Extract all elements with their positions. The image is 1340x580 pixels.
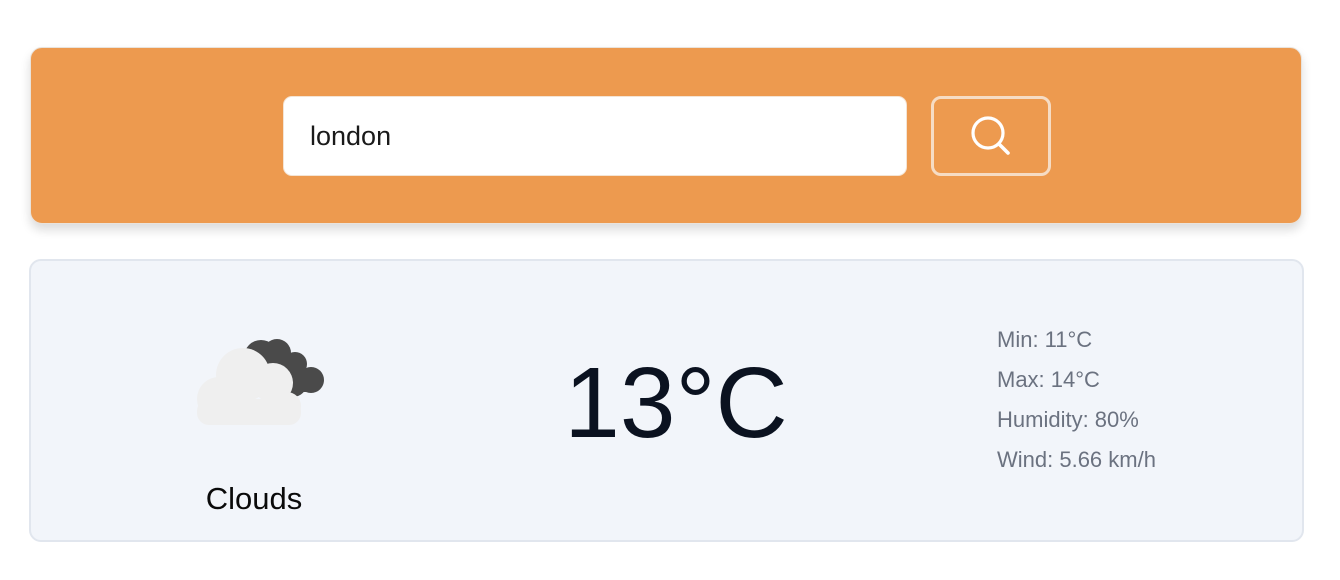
wind-speed: Wind: 5.66 km/h xyxy=(997,447,1156,472)
weather-details: Min: 11°C Max: 14°C Humidity: 80% Wind: … xyxy=(997,325,1156,485)
search-button[interactable] xyxy=(931,96,1051,176)
weather-condition: Clouds xyxy=(205,481,303,516)
max-temperature: Max: 14°C xyxy=(997,367,1100,392)
humidity: Humidity: 80% xyxy=(997,407,1139,432)
cloud-icon xyxy=(197,339,324,425)
search-icon xyxy=(971,116,1010,155)
min-temperature: Min: 11°C xyxy=(997,327,1093,352)
weather-card: Clouds 13°C Min: 11°C Max: 14°C Humidity… xyxy=(29,259,1304,542)
search-input[interactable] xyxy=(283,96,907,176)
search-bar xyxy=(30,47,1302,224)
temperature: 13°C xyxy=(564,347,788,459)
